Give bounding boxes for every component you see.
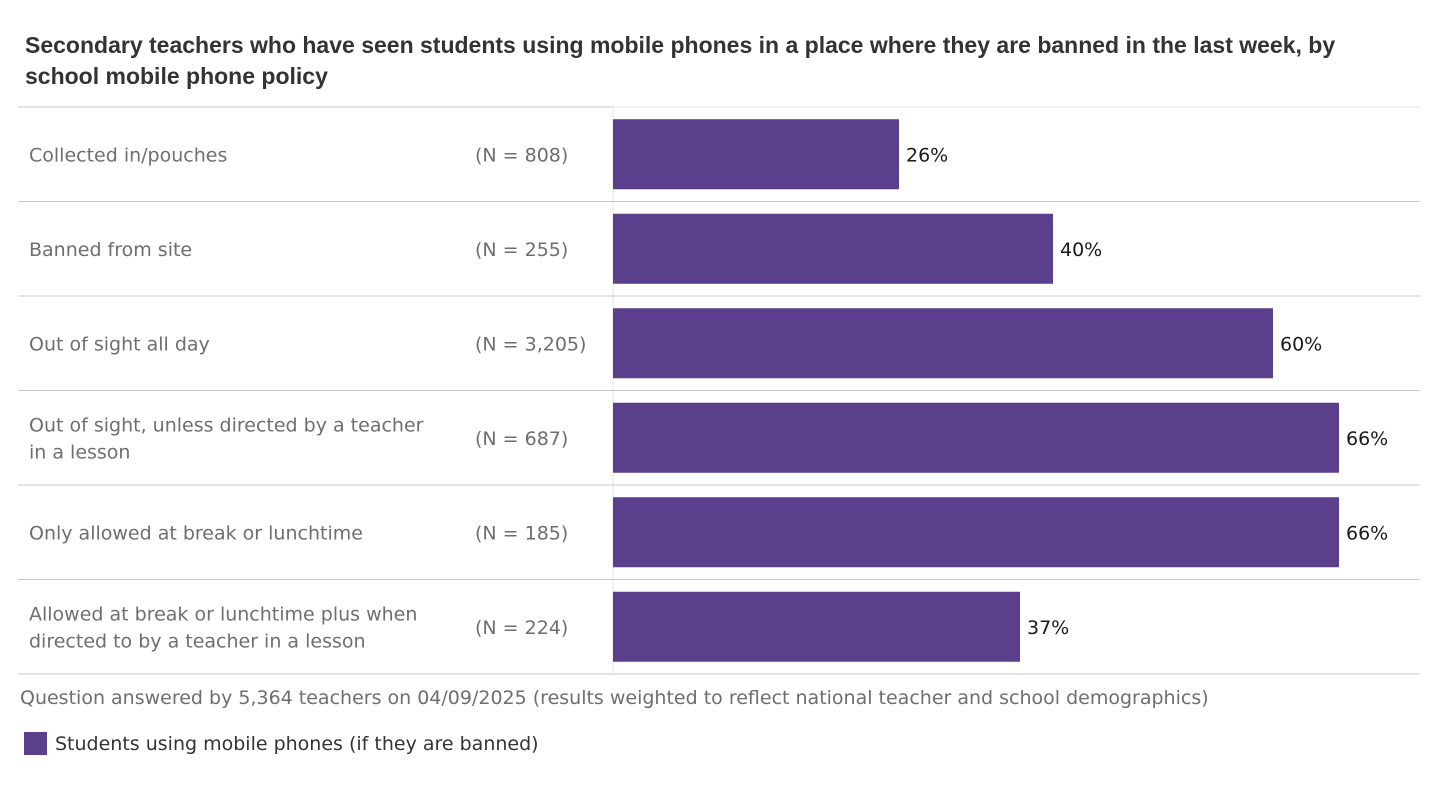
data-label: 40% xyxy=(1060,239,1102,261)
data-label: 26% xyxy=(906,144,948,166)
bar xyxy=(613,497,1339,568)
category-label: Out of sight, unless directed by a teach… xyxy=(29,414,424,436)
bar xyxy=(613,119,899,190)
category-label: Out of sight all day xyxy=(29,333,210,355)
category-label: Allowed at break or lunchtime plus when xyxy=(29,603,417,625)
sample-size-label: (N = 687) xyxy=(475,428,568,450)
data-label: 60% xyxy=(1280,333,1322,355)
sample-size-label: (N = 224) xyxy=(475,617,568,639)
legend: Students using mobile phones (if they ar… xyxy=(24,732,539,755)
data-label: 37% xyxy=(1027,617,1069,639)
chart-row: Allowed at break or lunchtime plus when d… xyxy=(29,591,1069,662)
data-label: 66% xyxy=(1346,522,1388,544)
category-label: in a lesson xyxy=(29,441,130,463)
chart-row: Out of sight all day (N = 3,205) 60% xyxy=(29,308,1322,379)
bar xyxy=(613,402,1339,473)
sample-size-label: (N = 185) xyxy=(475,522,568,544)
chart-rows: Collected in/pouches (N = 808) 26% Banned f… xyxy=(29,119,1388,662)
bar xyxy=(613,591,1020,662)
chart-row: Out of sight, unless directed by a teach… xyxy=(29,402,1388,473)
sample-size-label: (N = 3,205) xyxy=(475,333,586,355)
category-label: Collected in/pouches xyxy=(29,144,227,166)
category-label: Only allowed at break or lunchtime xyxy=(29,522,363,544)
chart-row: Banned from site (N = 255) 40% xyxy=(29,213,1102,284)
sample-size-label: (N = 808) xyxy=(475,144,568,166)
bar xyxy=(613,308,1273,379)
sample-size-label: (N = 255) xyxy=(475,239,568,261)
chart-title: Secondary teachers who have seen student… xyxy=(25,32,1336,89)
bar-chart: Collected in/pouches (N = 808) 26% Banned f… xyxy=(18,106,1420,675)
legend-swatch xyxy=(24,732,47,755)
chart-row: Only allowed at break or lunchtime (N = 1… xyxy=(29,497,1388,568)
data-label: 66% xyxy=(1346,428,1388,450)
chart-row: Collected in/pouches (N = 808) 26% xyxy=(29,119,948,190)
category-label: Banned from site xyxy=(29,239,192,261)
bar xyxy=(613,213,1053,284)
footnote: Question answered by 5,364 teachers on 0… xyxy=(20,687,1209,709)
legend-label: Students using mobile phones (if they ar… xyxy=(55,732,539,755)
category-label: directed to by a teacher in a lesson xyxy=(29,630,366,652)
row-dividers xyxy=(18,106,1420,675)
